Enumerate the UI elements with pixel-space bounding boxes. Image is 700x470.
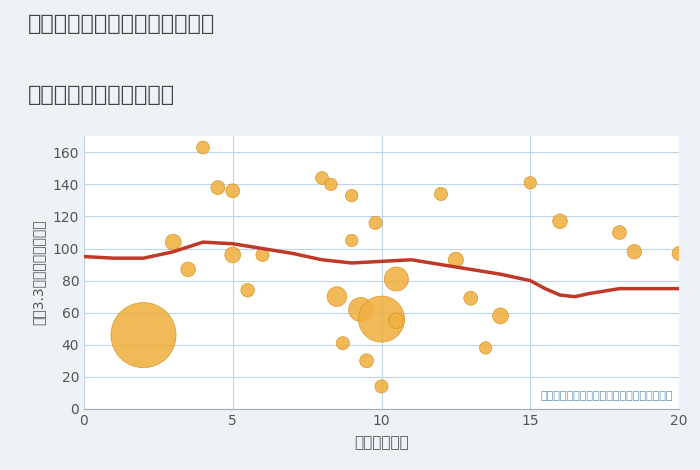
Point	[391, 317, 402, 324]
Point	[391, 275, 402, 283]
Point	[242, 287, 253, 294]
Point	[197, 144, 209, 151]
Point	[376, 383, 387, 390]
Text: 駅距離別中古戸建て価格: 駅距離別中古戸建て価格	[28, 85, 175, 105]
Y-axis label: 坪（3.3㎡）単価（万円）: 坪（3.3㎡）単価（万円）	[32, 220, 46, 325]
Point	[435, 190, 447, 198]
Point	[673, 250, 685, 257]
Point	[227, 251, 238, 258]
Point	[355, 306, 366, 313]
Point	[450, 256, 461, 264]
Point	[370, 219, 381, 227]
Text: 円の大きさは、取引のあった物件面積を示す: 円の大きさは、取引のあった物件面積を示す	[540, 391, 673, 401]
Point	[138, 331, 149, 339]
Point	[326, 180, 337, 188]
Point	[257, 251, 268, 258]
Point	[629, 248, 640, 256]
Point	[183, 266, 194, 273]
Point	[346, 192, 357, 199]
Point	[316, 174, 328, 182]
Point	[361, 357, 372, 365]
Point	[495, 312, 506, 320]
Point	[337, 339, 349, 347]
Point	[554, 218, 566, 225]
Point	[480, 344, 491, 352]
Point	[331, 293, 342, 300]
Point	[376, 315, 387, 323]
Text: 福岡県福岡市城南区別府団地の: 福岡県福岡市城南区別府団地の	[28, 14, 216, 34]
Point	[168, 238, 179, 246]
Point	[212, 184, 223, 191]
Point	[227, 187, 238, 195]
Point	[614, 229, 625, 236]
Point	[465, 295, 476, 302]
Point	[346, 237, 357, 244]
X-axis label: 駅距離（分）: 駅距離（分）	[354, 435, 409, 450]
Point	[525, 179, 536, 187]
